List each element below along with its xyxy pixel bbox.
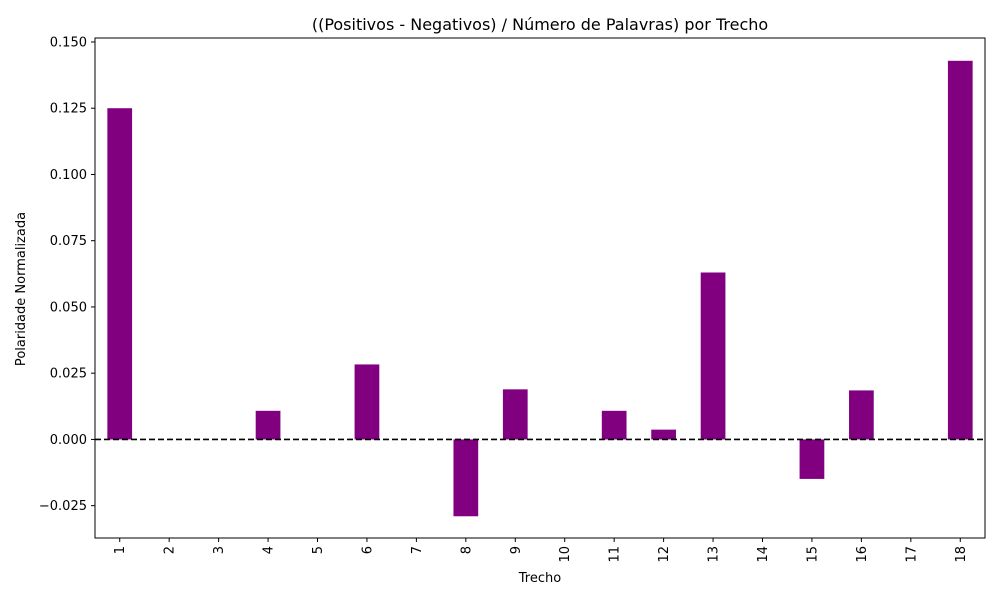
x-tick-label: 16 xyxy=(855,546,870,563)
y-tick-label: 0.000 xyxy=(50,433,87,448)
bar-1 xyxy=(107,108,133,440)
bar-11 xyxy=(601,410,627,440)
bar-4 xyxy=(255,410,281,440)
x-tick-label: 1 xyxy=(113,546,128,554)
bar-13 xyxy=(700,272,726,440)
x-tick-label: 5 xyxy=(311,546,326,554)
y-tick-label: 0.125 xyxy=(50,102,87,117)
x-tick-label: 7 xyxy=(410,546,425,554)
x-tick-label: 18 xyxy=(954,546,969,563)
x-tick-label: 12 xyxy=(657,546,672,563)
y-tick-label: 0.075 xyxy=(50,234,87,249)
x-axis-title: Trecho xyxy=(518,571,561,586)
x-tick-label: 4 xyxy=(262,546,277,554)
bar-18 xyxy=(947,60,973,440)
y-tick-label: 0.100 xyxy=(50,168,87,183)
x-tick-label: 11 xyxy=(608,546,623,563)
x-tick-label: 15 xyxy=(805,546,820,563)
x-tick-label: 6 xyxy=(360,546,375,554)
bar-16 xyxy=(849,390,874,440)
bar-9 xyxy=(502,389,528,440)
y-axis-title: Polaridade Normalizada xyxy=(14,212,29,366)
bar-8 xyxy=(453,439,479,517)
x-tick-label: 9 xyxy=(509,546,524,554)
x-tick-label: 2 xyxy=(163,546,178,554)
chart-title: ((Positivos - Negativos) / Número de Pal… xyxy=(312,15,768,34)
y-tick-label: 0.050 xyxy=(50,300,87,315)
x-tick-label: 8 xyxy=(459,546,474,554)
bar-15 xyxy=(799,439,825,479)
y-tick-label: 0.150 xyxy=(50,35,87,50)
x-tick-label: 10 xyxy=(558,546,573,563)
plot-area: −0.025 0.000 0.025 0.050 0.075 0.100 0.125 0.15… xyxy=(39,35,986,563)
x-tick-label: 17 xyxy=(904,546,919,563)
x-tick-label: 3 xyxy=(212,546,227,554)
bar-6 xyxy=(354,364,380,440)
x-tick-label: 14 xyxy=(756,546,771,563)
y-tick-label: 0.025 xyxy=(50,367,87,382)
x-tick-label: 13 xyxy=(707,546,722,563)
plot-frame xyxy=(94,37,986,539)
y-tick-label: −0.025 xyxy=(39,499,87,514)
bar-12 xyxy=(651,429,676,440)
